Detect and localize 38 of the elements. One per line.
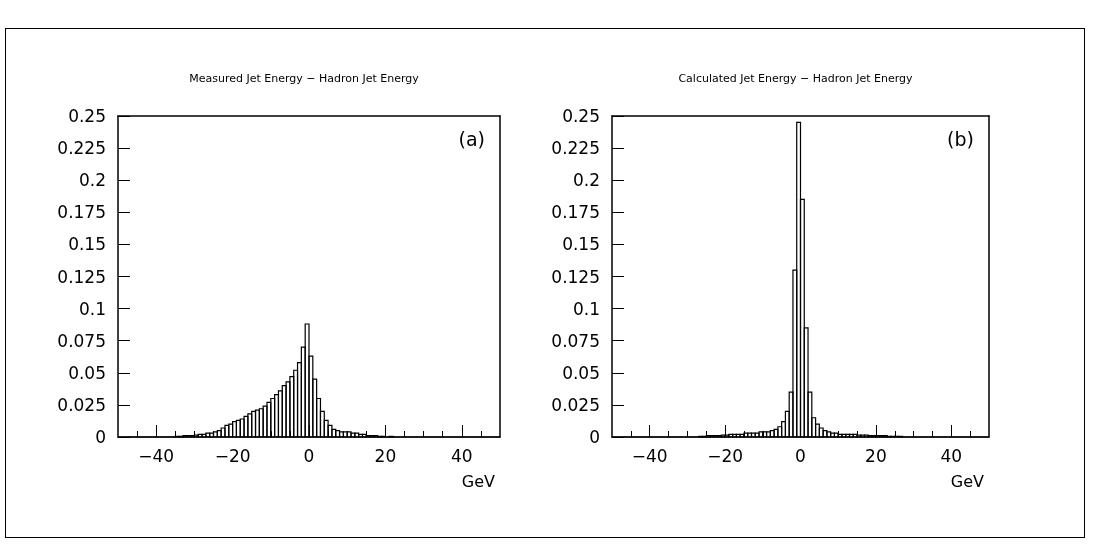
y-tick-label: 0: [589, 427, 600, 447]
x-tick-label: 0: [303, 445, 315, 466]
x-axis-title: GeV: [950, 471, 985, 491]
x-tick-label: −40: [631, 445, 668, 466]
annotation: (b): [947, 127, 974, 150]
y-tick-label: 0.075: [551, 330, 600, 351]
y-tick-label: 0.175: [551, 202, 600, 223]
annotation: (a): [458, 127, 485, 150]
x-tick-label: 20: [865, 445, 887, 466]
x-tick-label: 0: [795, 445, 806, 466]
x-tick-label: −20: [707, 445, 744, 466]
x-tick-label: 40: [940, 445, 963, 466]
y-tick-label: 0.05: [562, 362, 600, 383]
y-tick-label: 0.2: [78, 170, 106, 191]
chart-title: Calculated Jet Energy − Hadron Jet Energy: [678, 72, 914, 85]
y-tick-label: 0.1: [572, 298, 600, 319]
y-tick-label: 0.125: [57, 266, 106, 287]
chart-title: Measured Jet Energy − Hadron Jet Energy: [189, 72, 420, 85]
y-tick-label: 0: [95, 427, 106, 447]
x-tick-label: −40: [138, 445, 175, 466]
y-tick-label: 0.225: [551, 138, 600, 159]
y-tick-label: 0.125: [551, 266, 600, 287]
y-tick-label: 0.05: [68, 362, 106, 383]
y-tick-label: 0.2: [572, 170, 600, 191]
y-tick-label: 0.025: [57, 394, 106, 415]
y-tick-label: 0.175: [57, 202, 106, 223]
x-tick-label: −20: [214, 445, 251, 466]
x-tick-label: 20: [374, 445, 397, 466]
y-tick-label: 0.25: [562, 106, 600, 126]
y-tick-label: 0.075: [57, 330, 106, 351]
y-tick-label: 0.025: [551, 394, 600, 415]
y-tick-label: 0.225: [57, 138, 106, 159]
y-tick-label: 0.15: [68, 234, 106, 255]
y-tick-label: 0.15: [562, 234, 600, 255]
x-tick-label: 40: [450, 445, 473, 466]
y-tick-label: 0.1: [78, 298, 106, 319]
x-axis-title: GeV: [461, 471, 496, 491]
y-tick-label: 0.25: [68, 106, 106, 126]
